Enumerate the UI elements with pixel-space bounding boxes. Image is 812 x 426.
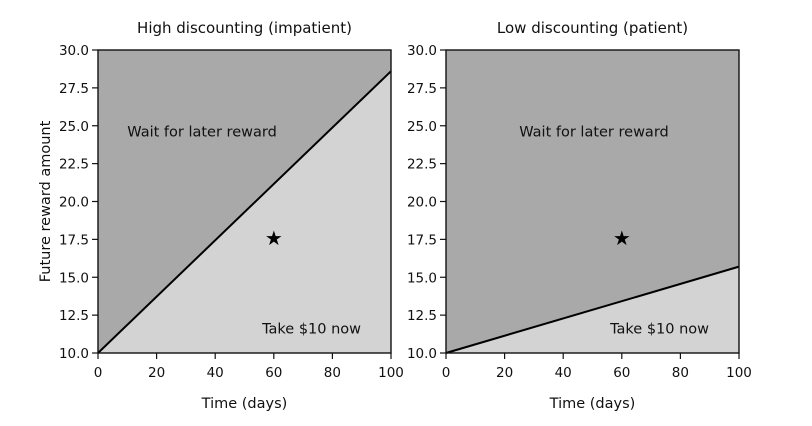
panel-1: High discounting (impatient) 0 20 40 60 80 100… xyxy=(38,19,404,412)
panel-1-star-marker: ★ xyxy=(265,226,283,250)
panel-2-ytick-label: 10.0 xyxy=(407,346,437,362)
panel-1-xtick-label: 40 xyxy=(207,365,224,381)
panel-2-ytick-label: 17.5 xyxy=(407,232,437,248)
panel-1-xtick-label: 20 xyxy=(148,365,165,381)
panel-1-ytick-label: 10.0 xyxy=(59,346,89,362)
panel-1-xtick-label: 80 xyxy=(324,365,341,381)
panel-1-xtick-label: 0 xyxy=(94,365,103,381)
panel-1-ytick-label: 22.5 xyxy=(59,157,89,173)
panel-1-title: High discounting (impatient) xyxy=(137,19,352,37)
panel-1-take-label: Take $10 now xyxy=(261,321,361,337)
panel-2-star-marker: ★ xyxy=(613,226,631,250)
panel-2-ytick-label: 15.0 xyxy=(407,270,437,286)
panel-1-ytick-label: 20.0 xyxy=(59,195,89,211)
panel-2-xtick-label: 60 xyxy=(613,365,630,381)
panel-1-ytick-label: 27.5 xyxy=(59,81,89,97)
panel-1-ylabel: Future reward amount xyxy=(38,120,54,282)
panel-2-xtick-label: 40 xyxy=(555,365,572,381)
panel-2-ytick-label: 27.5 xyxy=(407,81,437,97)
panel-1-ytick-label: 25.0 xyxy=(59,119,89,135)
panel-2-xlabel: Time (days) xyxy=(549,396,636,412)
panel-1-xtick-label: 100 xyxy=(378,365,404,381)
panel-2-take-label: Take $10 now xyxy=(609,321,709,337)
panel-2-wait-label: Wait for later reward xyxy=(519,124,668,140)
panel-2-ytick-label: 25.0 xyxy=(407,119,437,135)
panel-1-boundary-line xyxy=(97,70,392,354)
panel-1-ytick-label: 15.0 xyxy=(59,270,89,286)
panel-2-wait-region xyxy=(446,50,739,353)
panel-1-ytick-label: 30.0 xyxy=(59,43,89,59)
panel-2-ytick-label: 30.0 xyxy=(407,43,437,59)
panel-2-xtick-label: 0 xyxy=(442,365,451,381)
panel-1-wait-region xyxy=(98,50,391,353)
panel-1-ytick-label: 17.5 xyxy=(59,232,89,248)
panel-2-ytick-label: 20.0 xyxy=(407,195,437,211)
panel-2-xtick-label: 20 xyxy=(496,365,513,381)
panel-1-xlabel: Time (days) xyxy=(201,396,288,412)
panel-2: Low discounting (patient) 0 20 40 60 80 100 10.… xyxy=(407,19,752,412)
panel-1-ytick-label: 12.5 xyxy=(59,308,89,324)
panel-2-xtick-label: 100 xyxy=(726,365,752,381)
panel-2-title: Low discounting (patient) xyxy=(497,19,688,37)
panel-2-ytick-label: 12.5 xyxy=(407,308,437,324)
panel-1-xtick-label: 60 xyxy=(265,365,282,381)
panel-2-ytick-label: 22.5 xyxy=(407,157,437,173)
panel-2-boundary-line xyxy=(445,265,740,354)
panel-1-wait-label: Wait for later reward xyxy=(127,124,276,140)
panel-2-xtick-label: 80 xyxy=(672,365,689,381)
